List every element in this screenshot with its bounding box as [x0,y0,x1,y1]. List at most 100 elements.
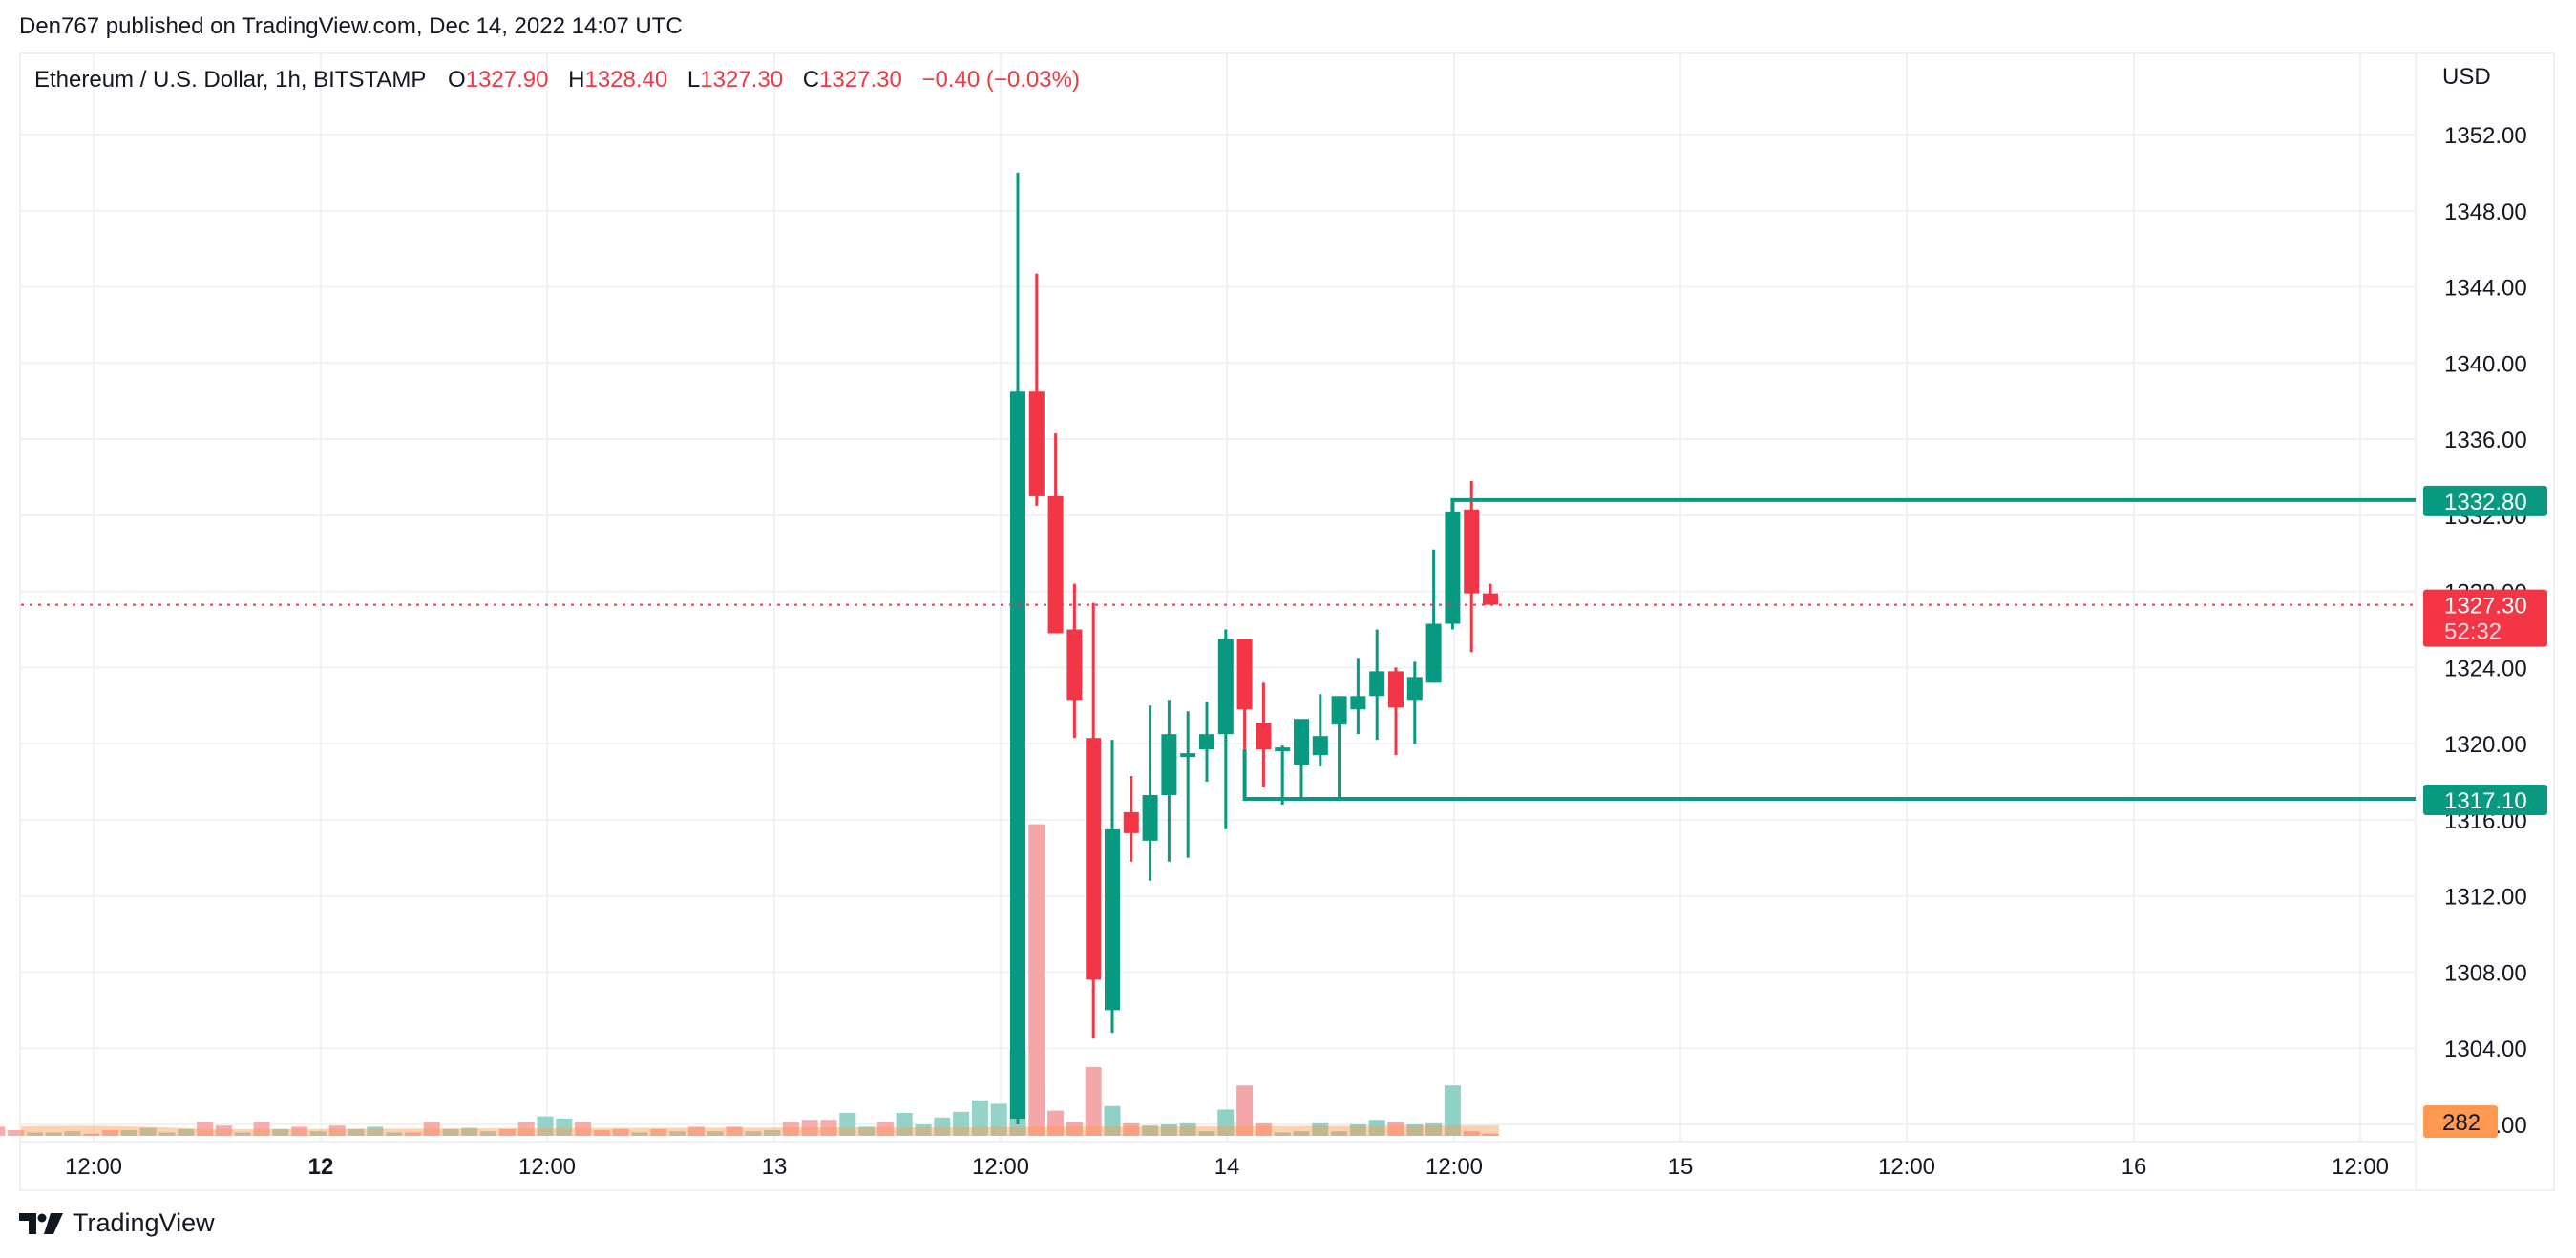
candle-body-up[interactable] [1142,794,1158,841]
tradingview-logo[interactable]: TradingView [19,1208,215,1238]
volume-bar [990,1103,1007,1136]
volume-bar [102,1130,119,1136]
volume-bar [801,1120,818,1136]
open-label: O [448,67,466,93]
volume-bar [178,1128,195,1136]
volume-bar [120,1130,137,1136]
candle-body-down[interactable] [1086,738,1102,980]
candle-body-up[interactable] [1294,719,1309,765]
volume-bar [1160,1124,1177,1136]
volume-bar [556,1119,573,1136]
candle-body-up[interactable] [1350,696,1366,710]
candle-body-up[interactable] [1275,747,1291,752]
volume-bar [423,1122,440,1136]
volume-bar [1198,1131,1215,1136]
volume-bar [1123,1122,1140,1136]
chart-legend: Ethereum / U.S. Dollar, 1h, BITSTAMP O13… [34,67,1093,94]
volume-bar [442,1128,459,1136]
volume-bar [404,1132,421,1136]
time-tick-label: 12:00 [2332,1154,2389,1180]
candle-body-down[interactable] [1066,629,1083,701]
candle-body-up[interactable] [1010,391,1025,1120]
volume-bar [1368,1120,1385,1136]
volume-bar [1104,1105,1121,1136]
close-value: 1327.30 [819,67,902,93]
candle-body-up[interactable] [1217,639,1234,735]
candle-body-down[interactable] [1236,639,1253,710]
candle-body-up[interactable] [1445,511,1461,624]
volume-bar [631,1132,648,1136]
symbol-title: Ethereum / U.S. Dollar, 1h, BITSTAMP [34,67,427,93]
candle-body-up[interactable] [1105,828,1120,1011]
volume-bar [328,1125,346,1136]
candle-body-up[interactable] [1161,734,1177,795]
volume-bar [820,1120,837,1136]
candle-body-down[interactable] [1483,593,1498,605]
tradingview-logo-icon [19,1212,63,1234]
candle-body-down[interactable] [1028,391,1045,496]
time-tick-label: 12 [308,1154,334,1180]
support-price-tag: 1317.10 [2423,784,2547,815]
volume-bar [64,1131,81,1136]
svg-text:1332.80: 1332.80 [2444,490,2527,515]
volume-bar [1482,1133,1499,1136]
volume-bar [764,1130,781,1136]
price-tick-label: 1336.00 [2444,428,2527,453]
volume-bar [26,1132,43,1136]
time-tick-label: 12:00 [1425,1154,1483,1180]
svg-text:1317.10: 1317.10 [2444,788,2527,814]
candle-body-down[interactable] [1256,723,1272,750]
low-value: 1327.30 [700,67,784,93]
candle-body-up[interactable] [1199,734,1214,750]
volume-bar [669,1131,686,1136]
volume-bar [139,1127,157,1136]
brand-name: TradingView [73,1208,215,1237]
currency-label: USD [2442,64,2491,90]
volume-bar [707,1131,724,1136]
volume-bar [687,1126,705,1136]
time-tick-label: 12:00 [65,1154,122,1180]
volume-bar [309,1131,327,1136]
candle-body-down[interactable] [1464,509,1480,594]
price-tick-label: 1348.00 [2444,199,2527,225]
change-value: −0.40 (−0.03%) [921,67,1080,93]
volume-bar [1463,1131,1480,1136]
volume-bar [1274,1132,1291,1136]
candle-body-down[interactable] [1388,671,1404,708]
high-value: 1328.40 [584,67,668,93]
candle-body-up[interactable] [1425,623,1442,683]
candle-body-down[interactable] [1047,495,1064,634]
support-line[interactable] [1242,749,2416,801]
volume-bar [876,1122,894,1136]
volume-bar [896,1113,913,1136]
candle-body-down[interactable] [1123,811,1139,833]
candle-body-up[interactable] [1180,753,1196,758]
candle-body-up[interactable] [1406,677,1423,701]
resistance-line[interactable] [1450,497,2416,512]
candle-body-up[interactable] [1312,736,1328,756]
volume-bar [83,1133,100,1136]
volume-bar [1331,1131,1348,1136]
open-value: 1327.90 [465,67,549,93]
volume-bar [1312,1122,1329,1136]
candle-body-up[interactable] [1369,671,1385,697]
candle-body-up[interactable] [1331,696,1347,725]
volume-bar [1217,1109,1235,1136]
volume-bar [953,1111,970,1136]
volume-bar [234,1132,251,1136]
volume-bar [1387,1122,1404,1136]
volume-bar [1444,1085,1461,1136]
high-label: H [568,67,585,93]
volume-bar [386,1132,403,1136]
volume-ma-area [21,1125,1499,1136]
volume-bar [45,1132,62,1136]
time-tick-label: 12:00 [1878,1154,1935,1180]
volume-bar [1255,1122,1272,1136]
volume-bar [1425,1122,1443,1136]
price-tick-label: 1324.00 [2444,656,2527,681]
volume-tag: 282 [2423,1105,2498,1138]
publisher-caption: Den767 published on TradingView.com, Dec… [19,13,683,39]
close-label: C [802,67,820,93]
